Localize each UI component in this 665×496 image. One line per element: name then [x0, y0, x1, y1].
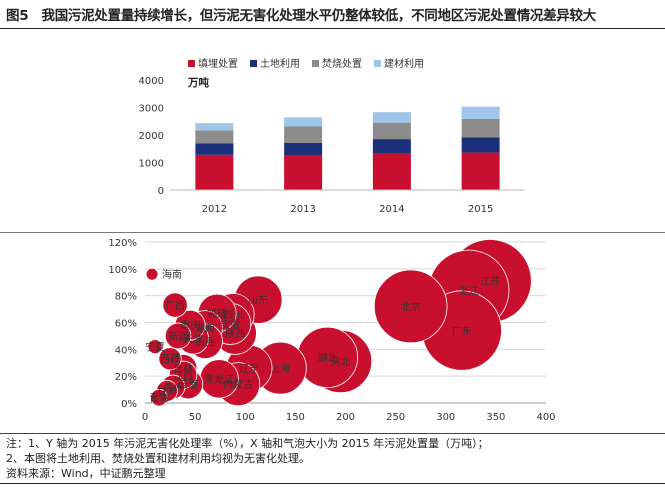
bottom-rule [0, 483, 665, 484]
note-line-2: 2、本图将土地利用、焚烧处置和建材利用均视为无害化处理。 [6, 452, 310, 465]
x-tick-label: 200 [336, 412, 355, 423]
bar-segment [461, 118, 500, 138]
point-label: 西藏 [160, 354, 180, 366]
point-label: 宁夏 [145, 341, 165, 354]
stacked-bar-chart: 0 1000 2000 3000 4000 万吨 填埋处置 土地利用 焚烧处置 建材利用 2012 2… [139, 57, 525, 215]
bar-segment [461, 152, 500, 190]
bubble-chart: 0% 20% 40% 60% 80% 100% 120% 0 50 100 150 200 250 300… [108, 238, 555, 423]
y-tick-label: 3000 [139, 104, 164, 115]
bar-segment [372, 122, 411, 140]
x-tick-label: 50 [189, 412, 202, 423]
legend-label: 填埋处置 [198, 57, 238, 70]
point-label: 上海 [270, 362, 290, 375]
y-tick-label: 60% [115, 319, 137, 330]
legend-label: 土地利用 [260, 57, 300, 70]
point-label: 黑龙江 [204, 373, 234, 386]
bar-segment [372, 153, 411, 190]
section-divider [0, 232, 665, 233]
x-tick-label: 0 [142, 412, 148, 423]
bar-segment [195, 130, 234, 144]
legend-swatch [188, 60, 195, 67]
x-tick-label: 400 [536, 412, 555, 423]
figure-title: 图5 我国污泥处置量持续增长，但污泥无害化处理水平仍整体较低，不同地区污泥处置情… [6, 8, 596, 24]
point-label: 吉林 [173, 362, 193, 375]
x-tick-label: 350 [486, 412, 505, 423]
point-label: 辽宁 [239, 362, 259, 375]
point-label: 安徽 [220, 318, 240, 331]
point-label: 湖北 [317, 352, 337, 364]
legend-swatch [312, 60, 319, 67]
legend-swatch [250, 60, 257, 67]
point-label: 北京 [401, 300, 421, 313]
x-tick-label: 2013 [290, 204, 315, 215]
point-label: 山西 [195, 336, 215, 348]
bar-segment [284, 117, 323, 127]
x-tick-label: 100 [236, 412, 255, 423]
bubble-point [145, 267, 159, 281]
point-label: 贵州 [163, 381, 183, 394]
point-label: 天津 [183, 334, 203, 346]
y-tick-label: 0% [121, 399, 137, 410]
legend-swatch [374, 60, 381, 67]
bubble-point [147, 339, 163, 355]
bar-segment [284, 142, 323, 156]
point-label: 河北 [330, 356, 350, 368]
y-tick-label: 80% [115, 292, 137, 303]
point-label: 江苏 [480, 275, 500, 288]
point-label: 青海 [149, 392, 169, 405]
point-label: 湖南 [195, 322, 215, 335]
notes-rule [0, 433, 665, 434]
bar-segment [195, 123, 234, 131]
bar-segment [372, 139, 411, 154]
bar-segment [284, 155, 323, 190]
y-tick-label: 40% [115, 345, 137, 356]
legend-label: 建材利用 [384, 57, 424, 70]
point-label: 云南 [178, 378, 198, 391]
note-line-1: 注：1、Y 轴为 2015 年污泥无害化处理率（%），X 轴和气泡大小为 201… [6, 437, 489, 450]
bar-segment [284, 126, 323, 143]
legend-label: 焚烧处置 [322, 57, 362, 70]
x-tick-label: 2015 [468, 204, 493, 215]
bar-segment [195, 143, 234, 155]
bubble-point [158, 347, 182, 371]
x-tick-label: 150 [286, 412, 305, 423]
bubble-point [373, 269, 448, 344]
point-label: 广东 [452, 325, 472, 338]
point-label: 新疆 [168, 330, 188, 343]
x-tick-label: 2012 [202, 204, 227, 215]
y-tick-label: 120% [108, 238, 137, 249]
y-tick-label: 1000 [139, 159, 164, 170]
point-label: 重庆 [180, 319, 200, 332]
bar-segment [195, 154, 234, 190]
bar-segment [461, 137, 500, 153]
point-label: 福建 [207, 307, 227, 320]
y-tick-label: 0 [158, 186, 164, 197]
y-tick-label: 4000 [139, 76, 164, 87]
bubble-point [150, 388, 168, 407]
point-label: 海南 [162, 268, 182, 281]
point-label: 四川 [223, 310, 243, 321]
point-label: 浙江 [459, 285, 479, 297]
y-axis-unit: 万吨 [187, 76, 209, 89]
y-tick-label: 20% [115, 372, 137, 383]
point-label: 陕西 [225, 327, 245, 340]
bar-segment [461, 106, 500, 119]
bubble-point [162, 292, 188, 318]
y-tick-label: 100% [108, 265, 137, 276]
bar-segment [372, 112, 411, 123]
bubble-point [164, 322, 192, 350]
x-tick-label: 250 [386, 412, 405, 423]
point-label: 内蒙古 [223, 378, 253, 391]
point-label: 山东 [248, 294, 268, 307]
y-tick-label: 2000 [139, 131, 164, 142]
source-line: 资料来源：Wind，中证鹏元整理 [6, 467, 166, 480]
point-label: 甘肃 [157, 385, 177, 398]
title-rule [0, 28, 665, 29]
point-label: 广西 [165, 300, 185, 312]
notes: 注：1、Y 轴为 2015 年污泥无害化处理率（%），X 轴和气泡大小为 201… [6, 436, 489, 481]
x-tick-label: 2014 [379, 204, 404, 215]
point-label: 江西 [173, 370, 193, 382]
x-tick-label: 300 [436, 412, 455, 423]
